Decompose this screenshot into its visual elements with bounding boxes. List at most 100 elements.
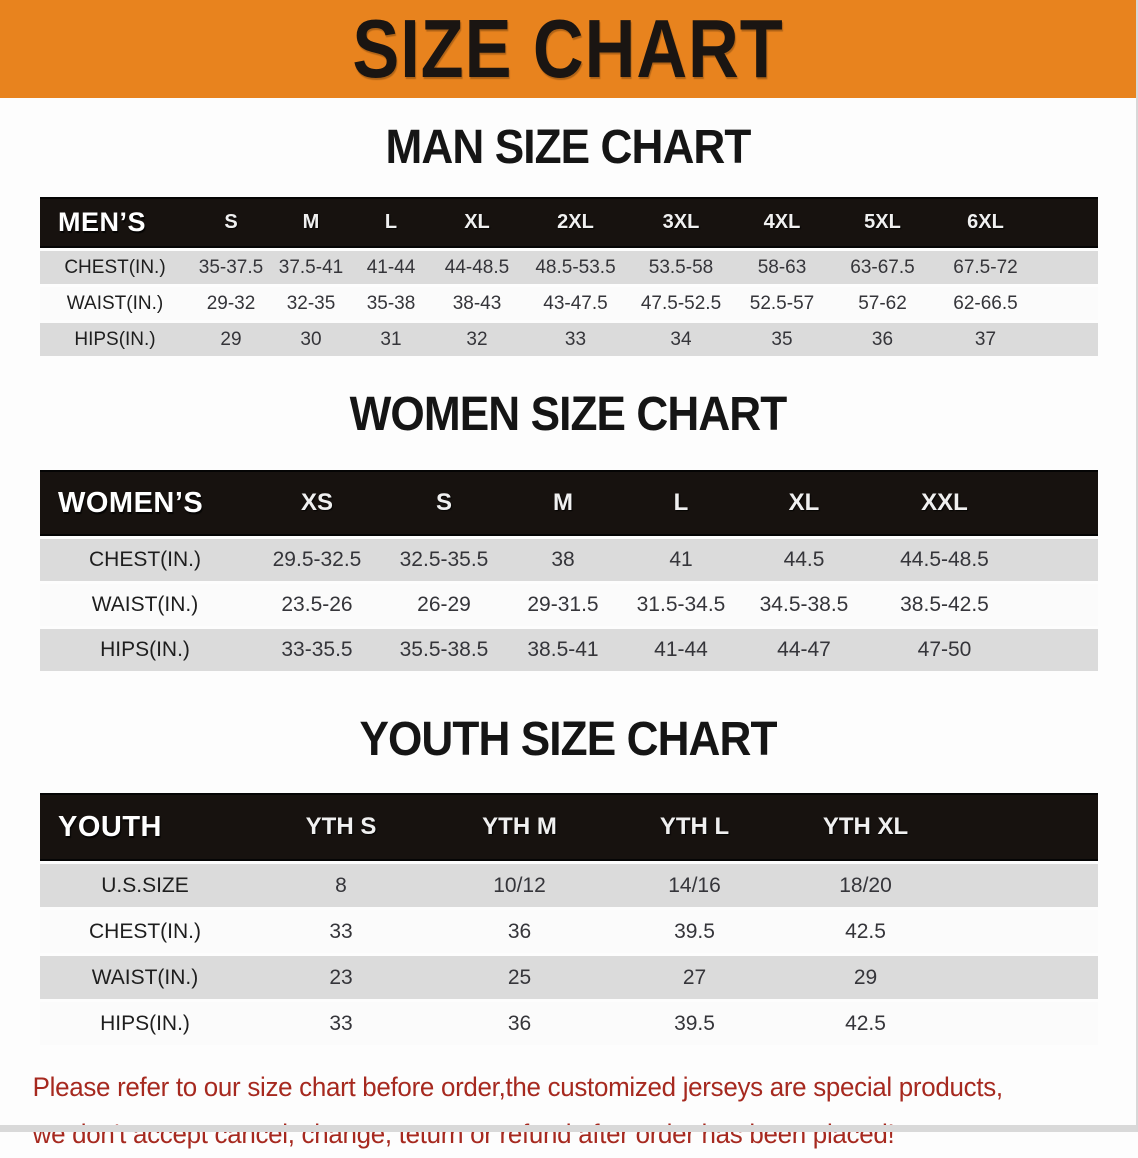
footer-notice: Please refer to our size chart before or…: [0, 1064, 1091, 1158]
row-label: U.S.SIZE: [40, 864, 250, 907]
size-value-cell: 26-29: [384, 584, 504, 626]
column-header: L: [350, 197, 432, 248]
row-label: HIPS(IN.): [40, 629, 250, 671]
size-value-cell: 33: [250, 1002, 432, 1045]
size-value-cell: 44.5: [740, 539, 868, 581]
size-value-cell: 32: [432, 323, 522, 356]
size-value-cell: 18/20: [782, 864, 1098, 907]
table-row: CHEST(IN.) 33 36 39.5 42.5: [40, 910, 1098, 953]
size-value-cell: 8: [250, 864, 432, 907]
size-value-cell: 25: [432, 956, 607, 999]
column-header: 5XL: [831, 197, 934, 248]
column-header: YTH L: [607, 793, 782, 861]
size-value-cell: 42.5: [782, 910, 1098, 953]
size-value-cell: 35-37.5: [190, 251, 272, 284]
size-value-cell: 39.5: [607, 1002, 782, 1045]
size-value-cell: 34.5-38.5: [740, 584, 868, 626]
section-women-size-chart: WOMEN SIZE CHART WOMEN’S XS S M L XL XXL CHEST(I…: [0, 391, 1136, 674]
size-table-youth-size-chart: YOUTH YTH S YTH M YTH L YTH XL U.S.SIZE 8 10/12…: [40, 790, 1098, 1048]
size-value-cell: 44-47: [740, 629, 868, 671]
size-value-cell: 32.5-35.5: [384, 539, 504, 581]
column-header: YTH S: [250, 793, 432, 861]
size-value-cell: 29-32: [190, 287, 272, 320]
banner-title: SIZE CHART: [352, 1, 784, 95]
row-label: WAIST(IN.): [40, 584, 250, 626]
size-value-cell: 47-50: [868, 629, 1098, 671]
column-header: XL: [432, 197, 522, 248]
notice-line-1: Please refer to our size chart before or…: [32, 1072, 1003, 1102]
size-value-cell: 30: [272, 323, 350, 356]
size-value-cell: 38-43: [432, 287, 522, 320]
section-title-women-size-chart: WOMEN SIZE CHART: [349, 388, 788, 441]
banner: SIZE CHART: [0, 0, 1136, 98]
group-label: YOUTH: [40, 793, 250, 861]
size-value-cell: 35: [733, 323, 831, 356]
size-value-cell: 29-31.5: [504, 584, 622, 626]
row-label: HIPS(IN.): [40, 323, 190, 356]
row-label: HIPS(IN.): [40, 1002, 250, 1045]
row-label: CHEST(IN.): [40, 539, 250, 581]
table-row: CHEST(IN.) 29.5-32.5 32.5-35.5 38 41 44.5 44.5…: [40, 539, 1098, 581]
size-value-cell: 23.5-26: [250, 584, 384, 626]
column-header: L: [622, 470, 740, 536]
row-label: WAIST(IN.): [40, 956, 250, 999]
bottom-strip: [0, 1125, 1136, 1132]
size-value-cell: 41: [622, 539, 740, 581]
size-value-cell: 34: [629, 323, 733, 356]
size-value-cell: 36: [432, 1002, 607, 1045]
size-sections: MAN SIZE CHART MEN’S S M L XL 2XL 3XL 4XL 5XL 6XL C…: [0, 124, 1136, 1048]
table-row: HIPS(IN.) 29 30 31 32 33 34 35 36 37: [40, 323, 1098, 356]
table-header: YOUTH YTH S YTH M YTH L YTH XL: [40, 793, 1098, 861]
table-body: U.S.SIZE 8 10/12 14/16 18/20 CHEST(IN.) 33 36 39…: [40, 864, 1098, 1045]
size-value-cell: 62-66.5: [934, 287, 1098, 320]
size-value-cell: 10/12: [432, 864, 607, 907]
size-value-cell: 29.5-32.5: [250, 539, 384, 581]
section-title-youth-size-chart: YOUTH SIZE CHART: [359, 713, 777, 766]
size-value-cell: 29: [782, 956, 1098, 999]
column-header: YTH XL: [782, 793, 1098, 861]
size-value-cell: 47.5-52.5: [629, 287, 733, 320]
table-row: CHEST(IN.) 35-37.5 37.5-41 41-44 44-48.5 48.5…: [40, 251, 1098, 284]
notice-line-2: we don't accept cancel, change, teturn o…: [32, 1119, 895, 1149]
size-value-cell: 38.5-42.5: [868, 584, 1098, 626]
size-value-cell: 38.5-41: [504, 629, 622, 671]
column-header: 2XL: [522, 197, 629, 248]
table-body: CHEST(IN.) 29.5-32.5 32.5-35.5 38 41 44.5 44.5…: [40, 539, 1098, 671]
row-label: CHEST(IN.): [40, 251, 190, 284]
header-row: MEN’S S M L XL 2XL 3XL 4XL 5XL 6XL: [40, 197, 1098, 248]
size-value-cell: 52.5-57: [733, 287, 831, 320]
table-row: WAIST(IN.) 23.5-26 26-29 29-31.5 31.5-34.5 34…: [40, 584, 1098, 626]
size-value-cell: 33: [250, 910, 432, 953]
header-row: WOMEN’S XS S M L XL XXL: [40, 470, 1098, 536]
size-value-cell: 39.5: [607, 910, 782, 953]
section-title-man-size-chart: MAN SIZE CHART: [385, 121, 752, 174]
size-value-cell: 31: [350, 323, 432, 356]
size-value-cell: 27: [607, 956, 782, 999]
table-row: WAIST(IN.) 29-32 32-35 35-38 38-43 43-47.5 47.…: [40, 287, 1098, 320]
size-value-cell: 42.5: [782, 1002, 1098, 1045]
size-value-cell: 38: [504, 539, 622, 581]
table-row: HIPS(IN.) 33-35.5 35.5-38.5 38.5-41 41-44 44-…: [40, 629, 1098, 671]
row-label: CHEST(IN.): [40, 910, 250, 953]
size-value-cell: 67.5-72: [934, 251, 1098, 284]
size-value-cell: 41-44: [622, 629, 740, 671]
size-value-cell: 58-63: [733, 251, 831, 284]
column-header: XS: [250, 470, 384, 536]
size-value-cell: 37: [934, 323, 1098, 356]
size-value-cell: 14/16: [607, 864, 782, 907]
table-row: WAIST(IN.) 23 25 27 29: [40, 956, 1098, 999]
table-row: U.S.SIZE 8 10/12 14/16 18/20: [40, 864, 1098, 907]
size-value-cell: 37.5-41: [272, 251, 350, 284]
size-value-cell: 57-62: [831, 287, 934, 320]
size-value-cell: 36: [432, 910, 607, 953]
size-table-man-size-chart: MEN’S S M L XL 2XL 3XL 4XL 5XL 6XL CHEST(IN.) 35-37…: [40, 194, 1098, 359]
column-header: XL: [740, 470, 868, 536]
table-body: CHEST(IN.) 35-37.5 37.5-41 41-44 44-48.5 48.5…: [40, 251, 1098, 356]
size-value-cell: 36: [831, 323, 934, 356]
size-value-cell: 23: [250, 956, 432, 999]
column-header: 6XL: [934, 197, 1098, 248]
table-header: MEN’S S M L XL 2XL 3XL 4XL 5XL 6XL: [40, 197, 1098, 248]
size-value-cell: 44-48.5: [432, 251, 522, 284]
size-value-cell: 29: [190, 323, 272, 356]
size-value-cell: 48.5-53.5: [522, 251, 629, 284]
